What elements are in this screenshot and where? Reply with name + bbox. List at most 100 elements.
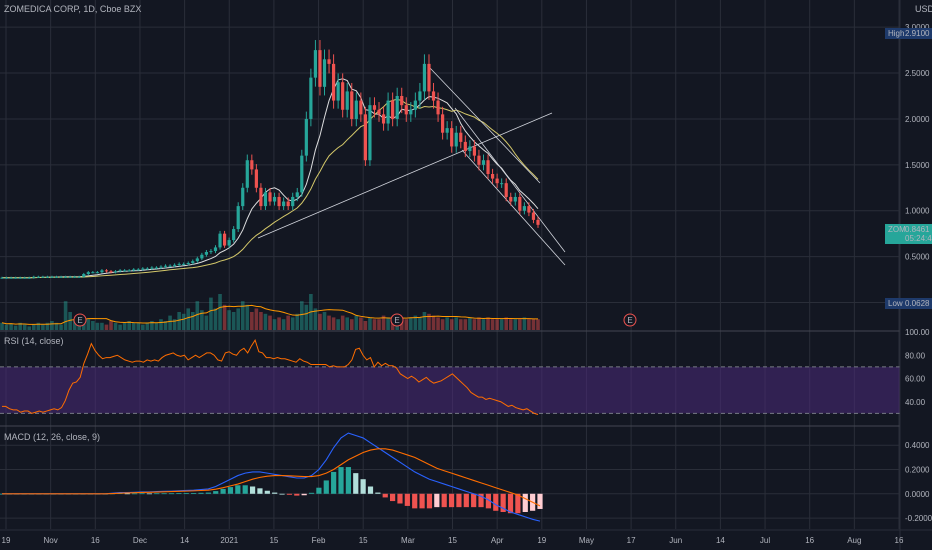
candle-body xyxy=(490,174,495,179)
volume-bar xyxy=(490,319,495,330)
candle-body xyxy=(200,254,204,259)
candle-body xyxy=(104,270,109,272)
macd-histogram-bar xyxy=(412,493,418,509)
candle-body xyxy=(318,50,322,87)
candle-body xyxy=(331,63,336,101)
candle-body xyxy=(86,272,90,275)
trendline-channel-bottom xyxy=(461,149,566,266)
volume-bar xyxy=(486,317,490,330)
candle-body xyxy=(304,118,308,156)
volume-bar xyxy=(50,321,54,330)
volume-bar xyxy=(336,319,340,330)
volume-bar xyxy=(290,317,295,330)
candle-body xyxy=(123,270,127,272)
candle-body xyxy=(427,63,431,92)
candle-body xyxy=(341,82,345,110)
volume-bar xyxy=(209,297,213,330)
earnings-marker[interactable]: E xyxy=(623,313,637,327)
macd-histogram-bar xyxy=(183,493,189,494)
earnings-marker[interactable]: E xyxy=(73,313,87,327)
volume-bar xyxy=(86,319,91,330)
candle-body xyxy=(513,196,517,202)
candle-body xyxy=(27,277,31,279)
high-badge: High 2.9100 xyxy=(885,28,932,39)
rsi-tick-label: 40.00 xyxy=(905,398,926,407)
candle-body xyxy=(518,196,522,211)
volume-bar xyxy=(386,317,390,330)
macd-histogram-bar xyxy=(323,480,329,494)
volume-bar xyxy=(150,321,154,330)
volume-bar xyxy=(36,322,41,330)
macd-histogram-bar xyxy=(249,486,256,494)
volume-bar xyxy=(449,319,454,330)
currency-label: USD xyxy=(915,4,932,14)
candles xyxy=(0,40,540,279)
volume-bar xyxy=(272,319,277,330)
macd-histogram-bar xyxy=(434,493,440,508)
candle-body xyxy=(327,59,331,64)
candle-body xyxy=(118,270,122,272)
volume-bar xyxy=(359,317,363,330)
macd-histogram-bar xyxy=(154,493,160,495)
candle-body xyxy=(186,263,190,265)
candle-body xyxy=(254,169,258,188)
candle-body xyxy=(509,196,513,202)
candle-body xyxy=(431,91,436,101)
volume-bar xyxy=(81,322,86,330)
svg-text:High: High xyxy=(888,29,904,38)
volume-bar xyxy=(245,304,250,330)
chart-grid xyxy=(0,0,900,529)
candle-body xyxy=(77,276,81,278)
volume-bar xyxy=(445,317,449,330)
earnings-marker[interactable]: E xyxy=(390,313,404,327)
macd-line xyxy=(2,432,541,522)
volume-bar xyxy=(240,301,245,330)
price-axis[interactable]: 3.00002.50002.00001.50001.00000.50000.00… xyxy=(905,23,930,307)
macd-histogram-bar xyxy=(390,493,396,502)
volume-bar xyxy=(13,325,18,330)
candle-body xyxy=(363,114,367,161)
volume-bar xyxy=(181,313,186,330)
candle-body xyxy=(313,50,318,78)
last-price-badge: ZOM 0.8461 05:24:42 xyxy=(885,224,932,244)
rsi-axis[interactable]: 100.00 80.00 60.00 40.00 xyxy=(905,328,930,407)
volume-bar xyxy=(95,322,100,330)
volume-bar xyxy=(527,319,531,330)
volume-bar xyxy=(427,313,431,330)
volume-bar xyxy=(504,317,509,330)
candle-body xyxy=(504,183,508,197)
candle-body xyxy=(173,264,177,266)
candle-body xyxy=(531,212,536,220)
volume-bar xyxy=(27,326,32,330)
candle-body xyxy=(218,233,222,248)
time-axis[interactable]: 19 Nov 16 Dec 14 2021 15 Feb 15 Mar 15 Apr 19 May 17 Ju… xyxy=(2,536,904,545)
candle-body xyxy=(222,233,227,246)
price-tick-label: 3.0000 xyxy=(905,23,930,32)
volume-bar xyxy=(218,294,222,330)
volume-bar xyxy=(127,321,131,330)
volume-bar xyxy=(4,324,9,330)
macd-histogram-bar xyxy=(331,471,337,494)
macd-tick-label: 0.2000 xyxy=(905,466,930,475)
macd-tick-label: 0.0000 xyxy=(905,490,930,499)
macd-histogram-bar xyxy=(471,493,477,508)
volume-bar xyxy=(154,322,159,330)
trendline-channel-top xyxy=(454,107,566,253)
rsi-legend: RSI (14, close) xyxy=(4,336,64,346)
candle-body xyxy=(145,268,149,270)
candle-body xyxy=(241,187,245,207)
volume-bar xyxy=(100,322,104,330)
volume-bar xyxy=(200,310,204,330)
macd-histogram-bar xyxy=(191,493,197,494)
sma-fast-line xyxy=(2,78,539,279)
trendline-rising xyxy=(257,112,553,239)
price-tick-label: 0.5000 xyxy=(905,253,930,262)
candle-body xyxy=(14,277,18,279)
candle-body xyxy=(400,96,404,106)
volume-bar xyxy=(22,324,27,330)
candle-body xyxy=(236,206,240,230)
volume-bar xyxy=(349,319,354,330)
macd-axis[interactable]: 0.4000 0.2000 0.0000 -0.2000 xyxy=(905,441,932,523)
macd-histogram-bar xyxy=(397,493,403,504)
